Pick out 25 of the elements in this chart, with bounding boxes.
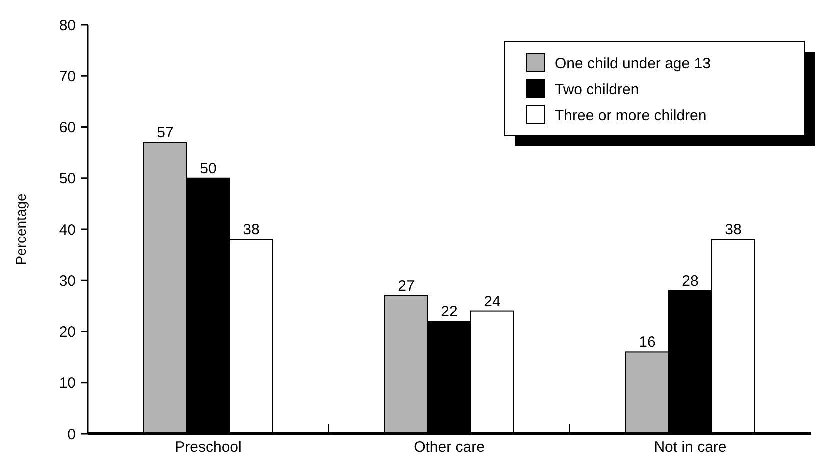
data-label: 24 xyxy=(484,293,501,310)
y-tick-label: 40 xyxy=(59,222,76,239)
y-tick-label: 10 xyxy=(59,375,76,392)
y-tick-label: 0 xyxy=(68,426,76,444)
data-label: 50 xyxy=(200,160,217,178)
y-tick-label: 70 xyxy=(59,68,76,86)
y-tick-label: 20 xyxy=(59,324,76,341)
data-label: 57 xyxy=(157,124,174,142)
x-tick-label: Other care xyxy=(414,439,485,456)
y-tick-label: 60 xyxy=(59,120,76,136)
y-axis-title: Percentage xyxy=(13,193,29,266)
y-tick-label: 50 xyxy=(59,170,76,188)
x-tick-label: Preschool xyxy=(175,439,242,456)
y-tick-label: 30 xyxy=(59,272,76,290)
data-label: 38 xyxy=(725,222,742,239)
legend-label: Three or more children xyxy=(555,107,707,124)
x-tick-label: Not in care xyxy=(654,439,727,456)
data-label: 22 xyxy=(441,304,458,321)
data-label: 28 xyxy=(682,272,699,290)
legend-label: One child under age 13 xyxy=(555,55,711,72)
legend-label: Two children xyxy=(555,81,640,98)
data-label: 27 xyxy=(398,278,415,295)
data-label: 38 xyxy=(243,222,260,239)
y-tick-label: 80 xyxy=(59,17,76,34)
data-label: 16 xyxy=(639,334,656,352)
